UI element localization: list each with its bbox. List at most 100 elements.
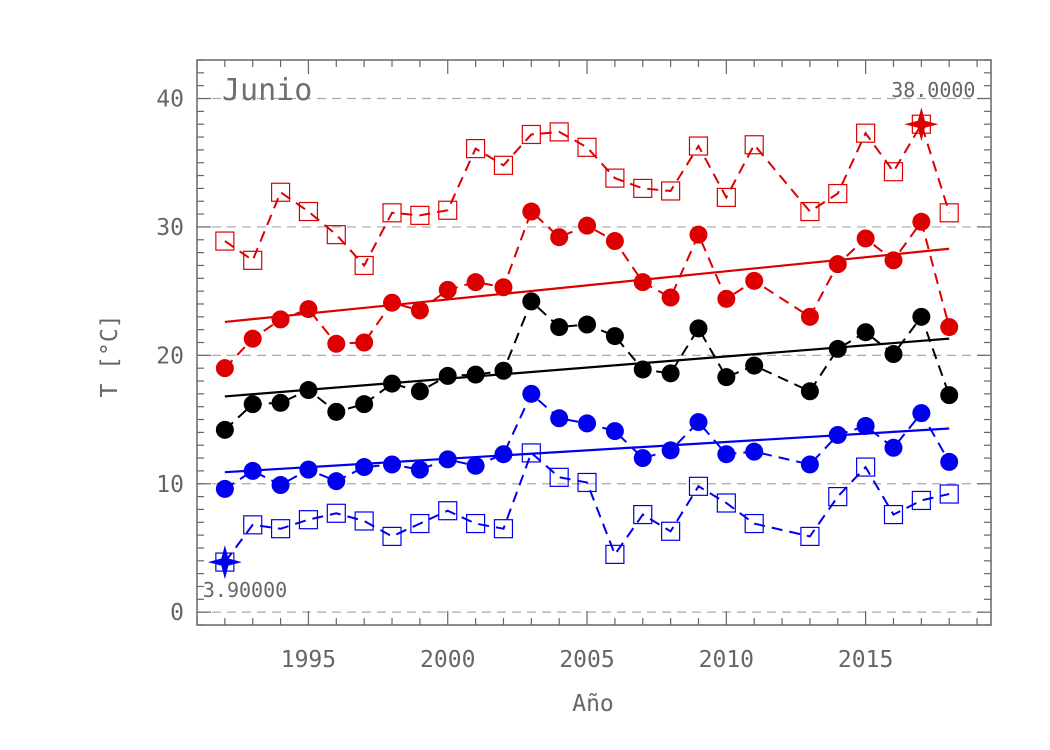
data-point-abs_min — [270, 519, 291, 539]
data-point-abs_min — [298, 510, 319, 530]
data-point-mean — [745, 356, 764, 375]
data-point-mean_max — [215, 359, 234, 378]
data-point-mean_min — [550, 409, 569, 428]
data-point-abs_max — [521, 124, 541, 145]
data-point-abs_max — [549, 122, 569, 142]
y-tick-label: 30 — [156, 215, 184, 241]
data-point-mean_min — [856, 416, 875, 435]
data-point-abs_max — [243, 250, 263, 270]
extreme-value-label: 38.0000 — [891, 78, 975, 102]
data-point-abs_max — [800, 201, 820, 222]
trend-line-mean_min — [224, 427, 950, 474]
data-point-mean_max — [828, 255, 847, 274]
data-point-mean_max — [327, 334, 346, 353]
data-point-abs_max — [326, 225, 346, 245]
data-point-abs_min — [577, 472, 597, 493]
data-point-abs_max — [883, 162, 904, 182]
data-point-abs_min — [939, 484, 959, 504]
data-point-abs_max — [410, 205, 430, 225]
data-point-abs_min — [605, 544, 625, 564]
data-point-mean_min — [940, 452, 959, 471]
data-point-mean_max — [383, 293, 402, 312]
data-point-abs_min — [243, 515, 263, 535]
y-tick-label: 20 — [156, 343, 184, 369]
data-point-mean_max — [745, 271, 764, 290]
data-point-mean_max — [243, 329, 262, 348]
data-point-mean_min — [494, 445, 513, 464]
data-point-mean_max — [438, 280, 457, 299]
data-point-mean_max — [912, 212, 931, 231]
data-point-abs_max — [605, 168, 625, 188]
trend-line-mean — [224, 337, 950, 398]
data-point-mean — [940, 386, 959, 405]
data-point-mean_min — [383, 455, 402, 474]
y-tick-label: 40 — [156, 87, 184, 113]
data-point-mean_max — [717, 289, 736, 308]
data-point-abs_min — [744, 513, 764, 534]
data-point-abs_max — [577, 137, 597, 157]
data-point-abs_min — [716, 493, 736, 513]
plot-frame — [196, 59, 992, 626]
data-point-mean — [633, 360, 652, 379]
data-point-abs_min — [800, 526, 820, 546]
x-axis-label: Año — [572, 691, 614, 717]
data-point-mean — [800, 382, 819, 401]
data-point-abs_min — [354, 511, 374, 531]
x-tick-label: 1995 — [281, 647, 336, 673]
data-point-abs_min — [688, 476, 709, 496]
data-point-mean_min — [327, 472, 346, 491]
data-point-abs_min — [549, 467, 569, 487]
data-point-mean_min — [522, 384, 541, 403]
data-point-mean_max — [689, 225, 708, 244]
data-point-abs_max — [493, 155, 514, 175]
data-point-mean — [522, 292, 541, 311]
data-point-abs_min — [326, 503, 346, 523]
data-point-mean — [466, 365, 485, 384]
data-point-mean — [494, 361, 513, 380]
data-point-abs_max — [354, 255, 374, 276]
data-point-mean_max — [940, 318, 959, 337]
data-point-mean — [578, 315, 597, 334]
data-point-mean — [717, 368, 736, 387]
data-point-mean — [355, 395, 374, 414]
data-point-abs_min — [438, 501, 458, 521]
data-point-mean — [856, 323, 875, 342]
data-point-mean_min — [578, 414, 597, 433]
x-tick-label: 2010 — [699, 647, 754, 673]
data-point-abs_max — [828, 183, 848, 204]
data-point-mean_max — [522, 202, 541, 221]
data-point-abs_max — [716, 187, 736, 207]
data-point-abs_max — [633, 178, 653, 199]
data-point-mean_min — [689, 413, 708, 432]
data-point-mean_max — [605, 232, 624, 251]
data-point-mean_min — [912, 404, 931, 423]
data-point-mean — [828, 339, 847, 358]
data-point-abs_max — [939, 203, 959, 223]
data-point-mean_max — [494, 278, 513, 297]
data-point-abs_min — [465, 513, 486, 534]
extreme-star-marker — [207, 545, 242, 580]
data-point-mean — [271, 393, 290, 412]
data-point-abs_max — [661, 181, 681, 201]
data-point-abs_max — [438, 200, 458, 220]
series-line-abs_min — [224, 451, 950, 563]
data-point-mean — [215, 420, 234, 439]
data-point-abs_max — [465, 139, 486, 159]
data-point-mean_max — [800, 307, 819, 326]
data-point-abs_min — [382, 526, 402, 546]
data-point-mean — [243, 395, 262, 414]
data-point-mean_min — [215, 479, 234, 498]
extreme-value-label: 3.90000 — [203, 578, 287, 602]
y-axis-label: T [°C] — [97, 314, 123, 397]
data-point-mean_max — [633, 273, 652, 292]
data-point-mean_min — [745, 442, 764, 461]
x-tick-label: 2005 — [559, 647, 614, 673]
data-point-abs_min — [661, 521, 681, 541]
axis-ticks: 1995 2000 2005 2010 2015 0 10 20 30 40 — [156, 59, 991, 673]
data-point-mean — [410, 382, 429, 401]
x-tick-label: 2015 — [838, 647, 893, 673]
data-point-mean_max — [271, 310, 290, 329]
data-point-mean_min — [633, 449, 652, 468]
data-point-mean_min — [299, 460, 318, 479]
data-point-abs_max — [298, 201, 319, 222]
